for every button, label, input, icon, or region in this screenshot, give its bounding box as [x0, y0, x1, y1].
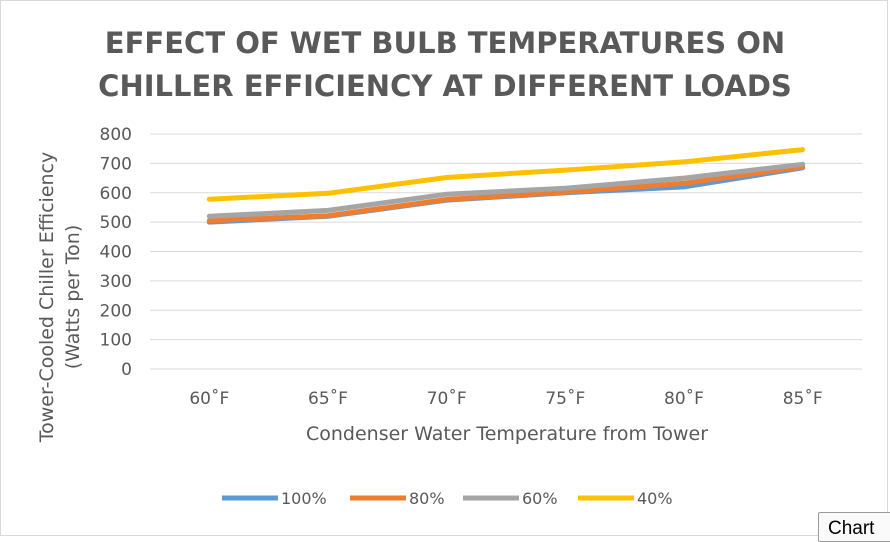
legend-item: 60% — [463, 489, 558, 508]
x-tick-label: 80˚F — [664, 388, 704, 409]
y-tick-label: 200 — [100, 301, 132, 321]
y-axis-tick-labels: 0 100 200 300 400 500 600 700 800 — [100, 125, 132, 380]
legend-item: 80% — [350, 489, 445, 508]
legend-label: 80% — [409, 489, 445, 508]
x-tick-label: 85˚F — [783, 388, 823, 409]
legend-label: 60% — [522, 489, 558, 508]
y-tick-label: 700 — [100, 154, 132, 174]
y-axis-title: Tower-Cooled Chiller Efficiency (Watts p… — [36, 152, 84, 443]
legend: 100% 80% 60% 40% — [222, 489, 673, 508]
y-tick-label: 0 — [121, 360, 132, 380]
chart-title-line-2: CHILLER EFFICIENCY AT DIFFERENT LOADS — [98, 69, 792, 103]
y-tick-label: 500 — [100, 213, 132, 233]
x-axis-tick-labels: 60˚F 65˚F 70˚F 75˚F 80˚F 85˚F — [189, 388, 822, 409]
x-tick-label: 60˚F — [189, 388, 229, 409]
gridlines — [150, 133, 862, 370]
series-line-40pct — [206, 147, 806, 202]
x-tick-label: 75˚F — [545, 388, 585, 409]
y-tick-label: 100 — [100, 331, 132, 351]
x-axis-title: Condenser Water Temperature from Tower — [306, 423, 708, 445]
legend-label: 100% — [281, 489, 327, 508]
y-axis-title-line-1: Tower-Cooled Chiller Efficiency — [36, 152, 58, 443]
y-tick-label: 800 — [100, 125, 132, 145]
chart-title-line-1: EFFECT OF WET BULB TEMPERATURES ON — [105, 26, 785, 60]
y-tick-label: 400 — [100, 243, 132, 263]
series-line-60pct — [206, 161, 806, 219]
y-axis-title-line-2: (Watts per Ton) — [62, 225, 84, 370]
x-tick-label: 65˚F — [308, 388, 348, 409]
x-tick-label: 70˚F — [427, 388, 467, 409]
series-line-80pct — [206, 164, 806, 224]
y-tick-label: 600 — [100, 184, 132, 204]
legend-item: 100% — [222, 489, 327, 508]
legend-label: 40% — [637, 489, 673, 508]
series-lines — [206, 147, 806, 225]
legend-item: 40% — [578, 489, 673, 508]
chart-tab[interactable]: Chart — [818, 512, 890, 542]
y-tick-label: 300 — [100, 272, 132, 292]
